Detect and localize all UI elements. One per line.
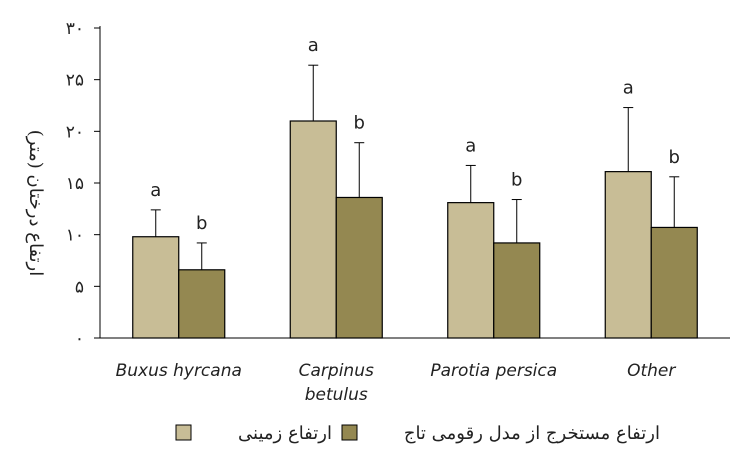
bar-series-2-cat-3	[493, 242, 541, 339]
y-tick-label: ۳۰	[66, 19, 84, 39]
legend-swatch-series-2	[341, 424, 358, 441]
significance-letter: a	[150, 180, 161, 201]
bar-series-2-cat-2	[335, 196, 383, 339]
category-label: Other	[627, 361, 676, 381]
legend-label-series-1: ارتفاع زمینی	[238, 423, 332, 444]
significance-letter: b	[669, 147, 680, 168]
category-label: betulus	[305, 385, 368, 405]
bars	[132, 64, 698, 339]
y-tick-label: ۲۵	[66, 71, 84, 91]
bar-series-1-cat-1	[132, 236, 180, 339]
bar-series-2-cat-1	[178, 269, 226, 339]
y-tick-label: ۱۵	[66, 174, 84, 194]
significance-letter: a	[623, 78, 634, 99]
significance-letter: b	[196, 213, 207, 234]
category-label: Parotia persica	[430, 361, 557, 381]
category-label: Buxus hyrcana	[116, 361, 242, 381]
bar-series-1-cat-2	[289, 120, 337, 339]
category-label: Carpinus	[299, 361, 374, 381]
y-axis-label-group: ارتفاع درختان (متر)	[25, 130, 46, 277]
bar-series-1-cat-4	[604, 171, 652, 339]
significance-letter: b	[354, 113, 365, 134]
legend: ارتفاع مستخرج از مدل رقومی تاج ارتفاع زم…	[175, 423, 660, 444]
labels: a b Buxus hyrcana a b Carpinus betulus a b Paroti…	[116, 35, 680, 405]
bar-series-1-cat-3	[447, 202, 495, 339]
y-tick-label: ۰	[75, 329, 84, 349]
significance-letter: a	[465, 135, 476, 156]
y-tick-label: ۵	[75, 277, 84, 297]
bar-series-2-cat-4	[650, 226, 698, 339]
legend-label-series-2: ارتفاع مستخرج از مدل رقومی تاج	[404, 423, 660, 444]
legend-swatch-series-1	[175, 424, 192, 441]
y-tick-label: ۱۰	[66, 226, 84, 246]
y-axis-label: ارتفاع درختان (متر)	[25, 130, 46, 277]
significance-letter: a	[308, 35, 319, 56]
y-tick-label: ۲۰	[66, 122, 84, 142]
significance-letter: b	[511, 170, 522, 191]
